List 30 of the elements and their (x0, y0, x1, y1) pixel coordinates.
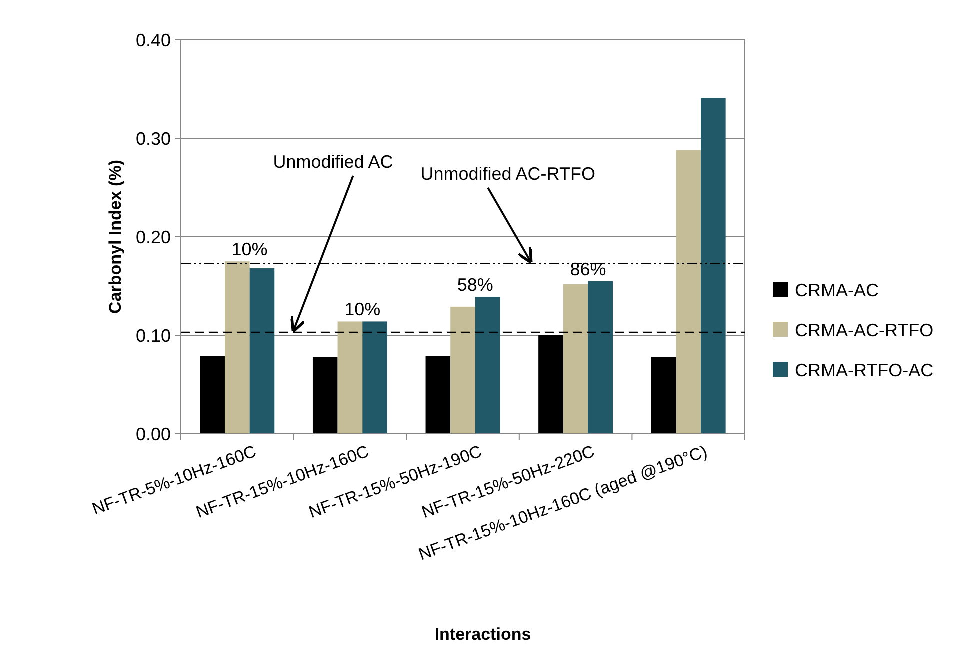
bar (250, 268, 275, 434)
y-tick-label: 0.30 (136, 128, 171, 149)
y-tick-label: 0.40 (136, 30, 171, 50)
bar (362, 322, 388, 434)
bar (224, 262, 250, 434)
annotation: 10% (232, 240, 268, 260)
y-tick-label: 0.10 (136, 326, 171, 346)
ref-line-label: Unmodified AC-RTFO (420, 164, 596, 184)
annotation: 58% (457, 275, 494, 296)
bar (312, 357, 338, 434)
bar (450, 306, 476, 434)
y-tick-label: 0.20 (136, 227, 171, 248)
ref-line-label: Unmodified AC (273, 152, 394, 172)
bar (475, 297, 500, 434)
bar (200, 356, 225, 434)
x-axis-title: Interactions (434, 625, 532, 644)
y-axis-title: Carbonyl Index (%) (106, 160, 125, 314)
annotation: 10% (344, 300, 381, 320)
bar (538, 336, 564, 434)
y-tick-label: 0.00 (136, 424, 171, 444)
bar (338, 322, 363, 434)
bar (651, 357, 676, 434)
legend-label: CRMA-AC-RTFO (795, 320, 934, 340)
legend-label: CRMA-RTFO-AC (795, 360, 934, 380)
bar (676, 150, 702, 434)
bar (701, 98, 726, 434)
bar (588, 281, 614, 434)
bar (426, 356, 451, 434)
legend-label: CRMA-AC (795, 280, 879, 300)
bar (563, 284, 588, 434)
